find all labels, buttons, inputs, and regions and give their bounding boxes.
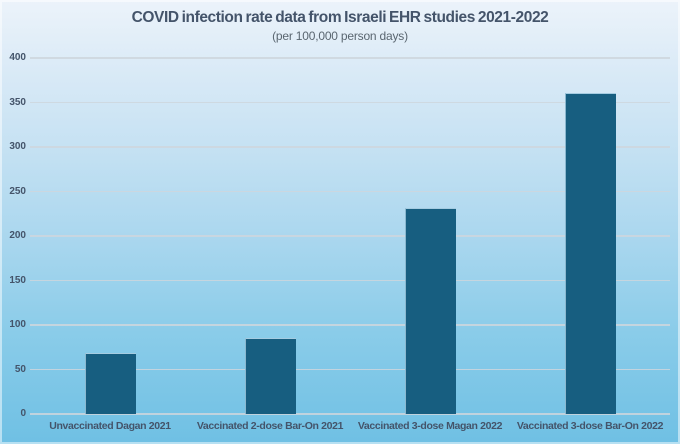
y-tick-label: 300 — [9, 141, 26, 152]
gridline-y-400 — [30, 57, 670, 59]
gridline-y-250 — [30, 190, 670, 193]
x-tick-label: Vaccinated 3-dose Bar-On 2022 — [516, 420, 664, 432]
chart-subtitle: (per 100,000 person days) — [272, 29, 408, 43]
gridline-y-50 — [30, 368, 670, 371]
gridline-y-100 — [30, 324, 670, 326]
y-tick-label: 100 — [9, 319, 26, 330]
bar-4 — [564, 92, 616, 414]
y-tick-label: 250 — [9, 185, 26, 197]
y-tick-label: 400 — [9, 52, 26, 63]
bar-1 — [84, 353, 136, 414]
y-tick-label: 50 — [14, 363, 26, 375]
x-tick-label: Vaccinated 2-dose Bar-On 2021 — [196, 420, 344, 432]
chart-title: COVID infection rate data from Israeli E… — [131, 9, 549, 26]
gridline-y-150 — [30, 279, 670, 282]
x-tick-label: Unvaccinated Dagan 2021 — [49, 420, 171, 432]
plot-area — [30, 57, 670, 415]
gridline-y-200 — [30, 235, 670, 237]
y-tick-label: 200 — [9, 230, 26, 241]
y-tick-label: 350 — [9, 96, 26, 108]
gridline-y-300 — [30, 146, 670, 148]
bar-3 — [404, 207, 456, 414]
gridline-y-0 — [30, 413, 670, 415]
y-tick-label: 150 — [9, 274, 26, 286]
bar-2 — [244, 338, 296, 414]
gridline-y-350 — [30, 101, 670, 104]
x-tick-label: Vaccinated 3-dose Magan 2022 — [357, 420, 503, 432]
y-tick-label: 0 — [20, 408, 26, 419]
